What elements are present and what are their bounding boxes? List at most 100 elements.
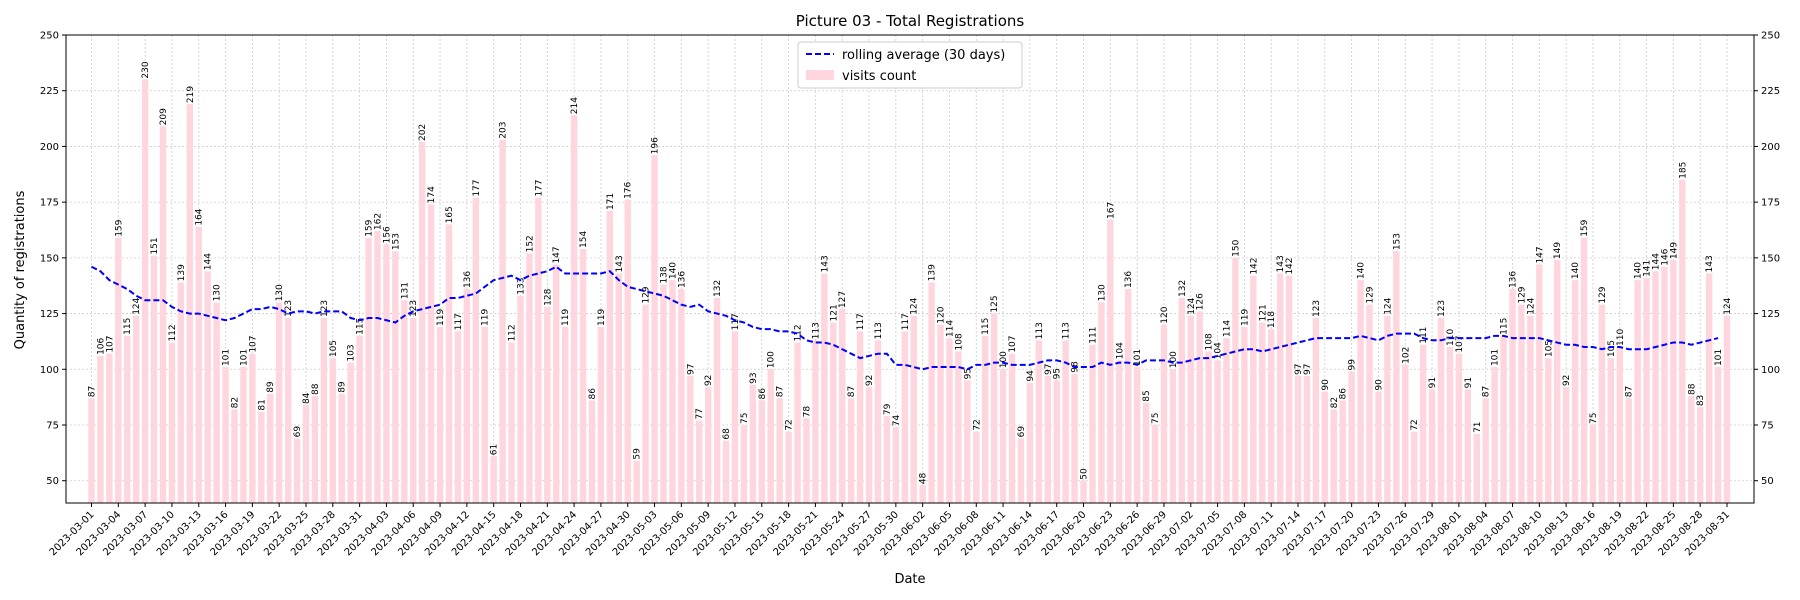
bar — [1330, 409, 1337, 503]
bar-value-label: 129 — [1366, 286, 1376, 303]
bar — [1053, 380, 1060, 503]
bar-value-label: 91 — [1464, 377, 1474, 388]
bar — [132, 315, 140, 503]
bar — [383, 244, 390, 503]
bar — [1473, 433, 1480, 503]
bar — [1285, 275, 1293, 503]
bar-value-label: 113 — [811, 322, 821, 339]
bar — [1393, 251, 1400, 503]
bar — [1509, 289, 1516, 503]
bar-value-label: 86 — [588, 388, 598, 400]
bar — [660, 284, 667, 503]
bar-value-label: 152 — [525, 235, 535, 252]
bar-value-label: 101 — [222, 349, 232, 366]
bar — [749, 384, 757, 503]
bar — [1500, 335, 1507, 503]
bar-value-label: 113 — [1035, 322, 1045, 339]
bar — [1625, 398, 1632, 503]
bar-value-label: 104 — [1115, 342, 1125, 359]
bar-value-label: 101 — [239, 349, 249, 366]
bar — [1634, 280, 1641, 503]
bar-value-label: 144 — [204, 253, 214, 270]
bar-value-label: 159 — [1580, 219, 1590, 236]
bar-value-label: 113 — [1062, 322, 1072, 339]
bar-value-label: 90 — [1321, 379, 1331, 391]
bar-value-label: 153 — [1392, 233, 1402, 250]
bar — [990, 313, 998, 503]
bar — [1008, 353, 1016, 503]
bar-value-label: 219 — [186, 86, 196, 103]
bar — [1571, 280, 1579, 503]
bar — [1437, 318, 1445, 503]
bar — [410, 318, 417, 503]
bar-value-label: 119 — [597, 308, 607, 325]
bar-value-label: 101 — [1714, 349, 1724, 366]
bar-value-label: 141 — [1643, 260, 1653, 277]
bar — [767, 369, 774, 503]
bar-value-label: 124 — [1383, 297, 1393, 314]
bar — [1062, 340, 1069, 503]
bar-value-label: 75 — [1589, 413, 1599, 424]
bar-value-label: 124 — [910, 297, 920, 314]
bar-value-label: 59 — [633, 448, 643, 460]
bar — [195, 226, 202, 503]
bar — [588, 400, 596, 503]
bar — [293, 438, 301, 503]
bar-value-label: 115 — [356, 318, 366, 335]
bar — [731, 331, 739, 503]
bar — [544, 306, 551, 503]
bar — [803, 418, 810, 503]
legend-box — [797, 41, 1023, 89]
y-tick-label-right: 125 — [1761, 309, 1780, 320]
bar-value-label: 50 — [1080, 468, 1090, 480]
bar-value-label: 103 — [347, 344, 357, 361]
bar-value-label: 164 — [195, 208, 205, 225]
bar-value-label: 99 — [1348, 359, 1358, 371]
y-ticks-group: 50 50 75 75 100 100 125 125 150 150 175 175 200 200 22… — [40, 31, 1780, 488]
bar — [1607, 358, 1615, 503]
y-tick-label-left: 175 — [40, 198, 59, 209]
bar-value-label: 71 — [1473, 421, 1483, 432]
bar — [374, 231, 381, 503]
bar-value-label: 93 — [749, 372, 759, 383]
bar-value-label: 115 — [981, 318, 991, 335]
bar — [115, 237, 122, 504]
bar — [1026, 382, 1034, 503]
bar-value-label: 106 — [96, 337, 106, 354]
bar — [258, 411, 265, 503]
bar — [1491, 367, 1498, 503]
bar-value-label: 74 — [892, 415, 902, 427]
bar — [1688, 396, 1695, 503]
bar — [1241, 326, 1248, 503]
bar-value-label: 97 — [1044, 364, 1054, 375]
bar-value-label: 81 — [257, 399, 267, 410]
bar-value-label: 132 — [1178, 280, 1188, 297]
bar-value-label: 124 — [1526, 297, 1536, 314]
bar — [1723, 315, 1731, 503]
bar-value-label: 138 — [659, 266, 669, 283]
bar — [713, 297, 721, 503]
y-tick-label-right: 50 — [1761, 476, 1774, 487]
bar — [186, 104, 194, 503]
bar-value-label: 147 — [552, 246, 562, 263]
bar — [847, 398, 855, 503]
bar — [794, 342, 801, 503]
bar-value-label: 112 — [168, 324, 178, 341]
bar-value-label: 87 — [847, 386, 857, 397]
bar-value-label: 130 — [1097, 284, 1107, 301]
x-ticks-group: 2023-03-012023-03-042023-03-072023-03-10… — [48, 503, 1732, 558]
bar-value-label: 133 — [516, 278, 526, 295]
bar-value-label: 119 — [561, 308, 571, 325]
y-tick-label-left: 125 — [40, 309, 59, 320]
bar — [1375, 391, 1382, 503]
bar-value-label: 110 — [1616, 329, 1626, 346]
bar-value-label: 127 — [838, 291, 848, 308]
bar-value-label: 123 — [320, 300, 330, 317]
bar — [1151, 425, 1159, 503]
bar — [1098, 302, 1105, 503]
bar — [427, 204, 435, 503]
bar — [633, 460, 640, 503]
bar-value-label: 97 — [686, 364, 696, 375]
bar-value-label: 83 — [1696, 395, 1706, 406]
